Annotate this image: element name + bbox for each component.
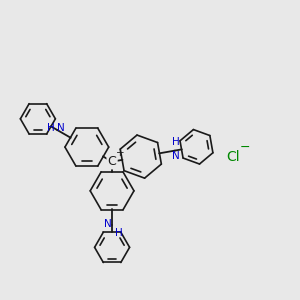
Text: Cl: Cl: [226, 150, 239, 164]
Text: N: N: [172, 151, 179, 161]
Text: N: N: [104, 219, 112, 229]
Text: +: +: [116, 148, 124, 158]
Text: −: −: [240, 141, 250, 154]
Text: C: C: [108, 155, 116, 168]
Text: H: H: [47, 123, 55, 133]
Text: H: H: [115, 228, 123, 239]
Text: N: N: [57, 123, 65, 133]
Text: H: H: [172, 136, 179, 146]
